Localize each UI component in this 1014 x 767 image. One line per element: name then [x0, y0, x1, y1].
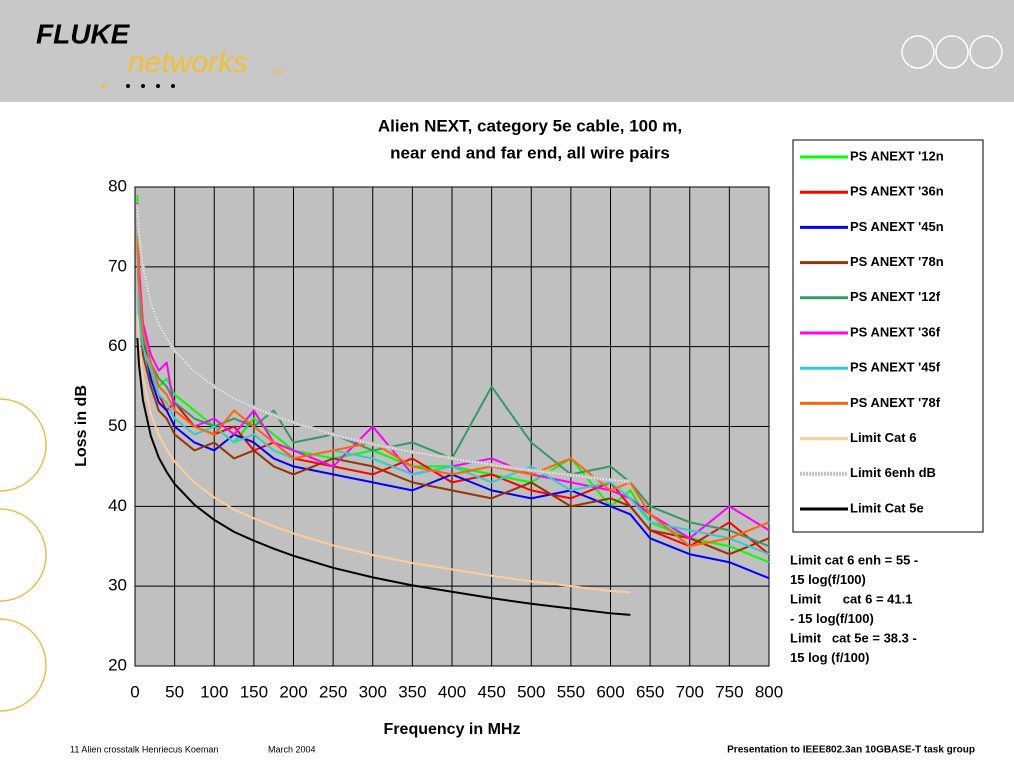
- y-tick-label: 80: [108, 176, 127, 195]
- legend-label: PS ANEXT '78n: [850, 254, 944, 269]
- decor-circle: [969, 35, 1003, 69]
- annotation-line: Limit cat 6 enh = 55 -: [790, 552, 918, 567]
- x-tick-label: 700: [676, 682, 704, 701]
- annotation-line: Limit cat 5e = 38.3 -: [790, 630, 917, 645]
- decor-circle: [0, 398, 47, 492]
- y-tick-label: 40: [108, 496, 127, 515]
- x-tick-label: 200: [279, 682, 307, 701]
- legend-label: Limit Cat 5e: [850, 500, 924, 515]
- series-line: [136, 218, 770, 548]
- decor-circle: [0, 618, 47, 712]
- x-tick-label: 250: [319, 682, 347, 701]
- x-tick-label: 600: [596, 682, 624, 701]
- annotation-line: - 15 log(f/100): [790, 611, 874, 626]
- decor-circle: [935, 35, 969, 69]
- footer-left: 11 Alien crosstalk Henriecus Koeman: [70, 744, 218, 754]
- annotation: Limit cat 6 enh = 55 - 15 log(f/100) Limit…: [790, 552, 918, 665]
- x-tick-label: 0: [130, 682, 139, 701]
- x-tick-label: 800: [755, 682, 783, 701]
- x-tick-label: 500: [517, 682, 545, 701]
- logo-top: FLUKE: [36, 18, 131, 49]
- x-tick-label: 400: [438, 682, 466, 701]
- y-tick-label: 20: [108, 655, 127, 674]
- y-tick-label: 60: [108, 336, 127, 355]
- lines: [135, 194, 770, 616]
- logo-tm: TM: [272, 69, 282, 76]
- footer-right: Presentation to IEEE802.3an 10GBASE-T ta…: [727, 745, 975, 756]
- annotation-line: 15 log (f/100): [790, 650, 869, 665]
- series-line: [136, 315, 631, 594]
- decor-circle: [901, 35, 935, 69]
- x-tick-label: 550: [557, 682, 585, 701]
- legend-label: PS ANEXT '45n: [850, 219, 944, 234]
- logo-bottom: networks: [128, 46, 248, 79]
- legend-label: Limit 6enh dB: [850, 465, 936, 480]
- legend-label: PS ANEXT '36n: [850, 184, 944, 199]
- x-tick-label: 300: [359, 682, 387, 701]
- x-axis-label: Frequency in MHz: [384, 721, 521, 738]
- legend-label: PS ANEXT '78f: [850, 395, 941, 410]
- y-tick-label: 50: [108, 416, 127, 435]
- legend-label: PS ANEXT '45f: [850, 360, 941, 375]
- legend-box: [792, 139, 984, 533]
- series-line: [136, 218, 770, 580]
- x-tick-label: 650: [636, 682, 664, 701]
- series-line: [136, 202, 770, 540]
- x-tick-label: 750: [715, 682, 743, 701]
- legend-label: PS ANEXT '12n: [850, 148, 944, 163]
- chart-title: Alien NEXT, category 5e cable, 100 m,: [378, 116, 682, 135]
- x-tick-label: 100: [200, 682, 228, 701]
- x-tick-label: 150: [240, 682, 268, 701]
- header-band: [0, 0, 1014, 102]
- y-tick-label: 70: [108, 256, 127, 275]
- y-tick-label: 30: [108, 576, 127, 595]
- annotation-line: 15 log(f/100): [790, 572, 866, 587]
- plot-border: [134, 186, 770, 667]
- x-tick-label: 50: [165, 682, 184, 701]
- chart-title: near end and far end, all wire pairs: [390, 143, 670, 162]
- legend: PS ANEXT '12n PS ANEXT '36n PS ANEXT '45n P…: [800, 148, 944, 515]
- x-tick-label: 350: [398, 682, 426, 701]
- legend-label: PS ANEXT '12f: [850, 289, 941, 304]
- y-axis-label: Loss in dB: [73, 385, 90, 467]
- series-line-dots: [136, 204, 631, 483]
- footer-date: March 2004: [268, 744, 316, 754]
- x-tick-label: 450: [477, 682, 505, 701]
- series-line: [136, 337, 631, 616]
- series-line: [136, 234, 770, 556]
- legend-label: PS ANEXT '36f: [850, 324, 941, 339]
- legend-label: Limit Cat 6: [850, 430, 916, 445]
- decor-circle: [0, 508, 47, 602]
- annotation-line: Limit cat 6 = 41.1: [790, 591, 912, 606]
- logo-dots: [101, 84, 175, 88]
